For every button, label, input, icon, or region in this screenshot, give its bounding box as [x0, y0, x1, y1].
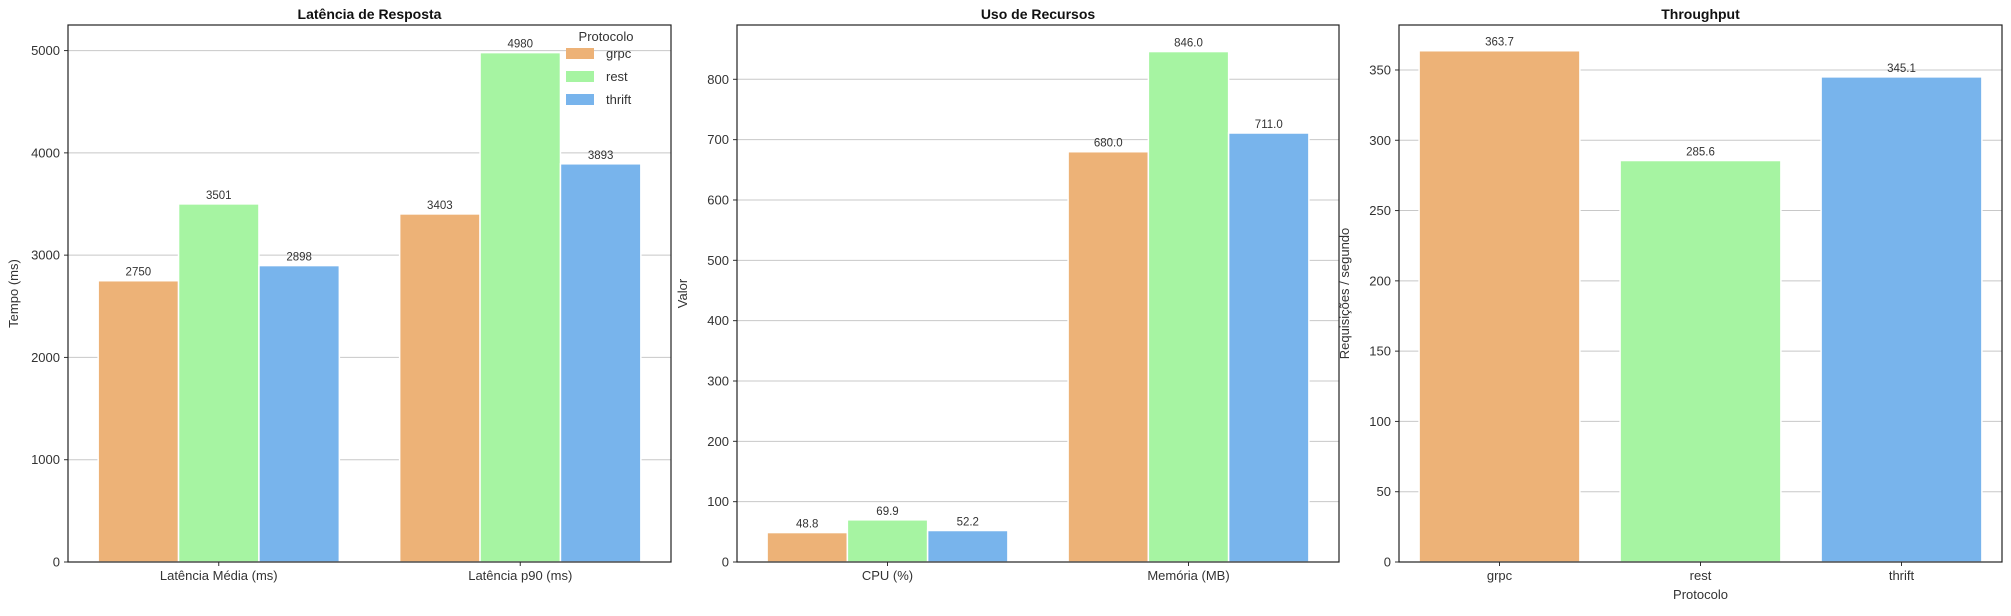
y-tick-label: 800	[707, 72, 729, 87]
y-tick-label: 300	[1369, 133, 1391, 148]
legend-title: Protocolo	[579, 29, 634, 44]
y-tick-label: 50	[1377, 484, 1391, 499]
y-tick-label: 3000	[31, 248, 60, 263]
chart-title: Latência de Resposta	[298, 6, 442, 22]
chart-panel-1: 0 1000 2000 3000 4000 5000 2750 3403 3501 4980 289…	[6, 6, 672, 583]
data-label: 2750	[126, 267, 152, 279]
legend-swatch-rest	[566, 71, 594, 82]
legend-swatch-thrift	[566, 94, 594, 105]
y-tick-label: 0	[1384, 555, 1391, 570]
legend-label-rest: rest	[606, 69, 628, 84]
data-label: 680.0	[1094, 138, 1123, 150]
y-tick-label: 700	[707, 132, 729, 147]
chart-panel-2: 0 100 200 300 400 500 600 700 800 48.8 680.0 69.9 84…	[675, 6, 1340, 583]
plot-frame	[67, 24, 672, 563]
y-tick-label: 400	[707, 313, 729, 328]
bar-rest-cpu	[846, 519, 929, 563]
data-label: 2898	[286, 252, 312, 264]
x-axis-label: Protocolo	[1673, 587, 1728, 602]
chart-panel-3: 0 50 100 150 200 250 300 350 363.7 285.6 345.1 grpc…	[1337, 6, 2003, 602]
bar-rest-lat-ncia-p90-ms	[479, 51, 562, 563]
y-tick-label: 100	[1369, 414, 1391, 429]
x-tick-label: thrift	[1889, 568, 1915, 583]
bar-thrift-cpu	[926, 529, 1009, 563]
x-tick-label: Latência Média (ms)	[160, 568, 278, 583]
bar-grpc-lat-ncia-m-dia-ms	[97, 279, 180, 563]
x-tick-label: grpc	[1487, 568, 1513, 583]
bar-thrift	[1820, 76, 1983, 563]
x-tick-label: rest	[1690, 568, 1712, 583]
y-axis-label: Tempo (ms)	[6, 259, 21, 328]
bar-thrift-lat-ncia-m-dia-ms	[258, 264, 341, 563]
y-tick-label: 0	[53, 555, 60, 570]
bar-grpc-lat-ncia-p90-ms	[398, 213, 481, 563]
y-tick-label: 2000	[31, 350, 60, 365]
bar-grpc	[1418, 49, 1581, 563]
legend: Protocolo grpc rest thrift	[566, 29, 633, 107]
data-label: 48.8	[796, 519, 818, 531]
data-label: 345.1	[1887, 63, 1916, 75]
bar-grpc-mem-ria-mb	[1067, 150, 1150, 563]
y-tick-label: 500	[707, 253, 729, 268]
y-tick-label: 350	[1369, 62, 1391, 77]
y-tick-label: 300	[707, 373, 729, 388]
y-tick-label: 4000	[31, 145, 60, 160]
y-tick-label: 200	[707, 434, 729, 449]
x-tick-label: Latência p90 (ms)	[468, 568, 572, 583]
legend-label-thrift: thrift	[606, 92, 632, 107]
data-label: 4980	[507, 39, 533, 51]
data-label: 846.0	[1174, 38, 1203, 50]
data-label: 3893	[588, 150, 614, 162]
data-label: 3403	[427, 200, 453, 212]
chart-title: Throughput	[1661, 6, 1740, 22]
plot-frame	[1398, 24, 2003, 563]
bar-grpc-cpu	[766, 531, 849, 563]
data-label: 363.7	[1485, 37, 1514, 49]
x-tick-label: CPU (%)	[862, 568, 913, 583]
data-label: 711.0	[1255, 119, 1283, 131]
y-tick-label: 5000	[31, 43, 60, 58]
y-tick-label: 0	[722, 555, 729, 570]
y-tick-label: 200	[1369, 273, 1391, 288]
plot-frame	[736, 24, 1340, 563]
data-label: 285.6	[1686, 147, 1715, 159]
y-tick-label: 150	[1369, 344, 1391, 359]
y-tick-label: 250	[1369, 203, 1391, 218]
bar-thrift-lat-ncia-p90-ms	[559, 163, 642, 563]
bar-thrift-mem-ria-mb	[1227, 132, 1310, 563]
y-axis-label: Requisições / segundo	[1337, 228, 1352, 360]
y-tick-label: 600	[707, 192, 729, 207]
data-label: 3501	[206, 190, 232, 202]
bar-rest-lat-ncia-m-dia-ms	[177, 203, 260, 563]
chart-title: Uso de Recursos	[981, 6, 1096, 22]
y-tick-label: 1000	[31, 452, 60, 467]
data-label: 69.9	[876, 506, 898, 518]
y-tick-label: 100	[707, 494, 729, 509]
legend-swatch-grpc	[566, 48, 594, 59]
y-axis-label: Valor	[675, 278, 690, 308]
bar-rest-mem-ria-mb	[1147, 50, 1230, 563]
legend-label-grpc: grpc	[606, 46, 632, 61]
data-label: 52.2	[957, 517, 979, 529]
bar-rest	[1619, 159, 1782, 563]
x-tick-label: Memória (MB)	[1147, 568, 1229, 583]
